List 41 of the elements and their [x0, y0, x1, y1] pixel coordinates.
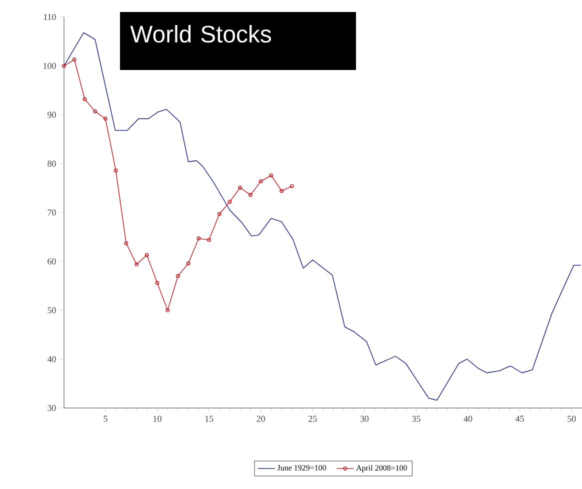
x-tick-label: 5: [104, 416, 108, 422]
y-tick-label: 40: [47, 356, 56, 362]
y-tick-label: 80: [48, 160, 56, 167]
point: [82, 97, 87, 102]
y-tick-label: 60: [48, 258, 56, 264]
point: [258, 179, 263, 184]
x-tick-label: 25: [308, 416, 317, 422]
point: [114, 168, 118, 172]
point: [93, 109, 98, 114]
point: [196, 236, 201, 240]
point: [207, 238, 212, 242]
chart-title: World Stocks: [130, 25, 271, 43]
x-tick-label: 30: [360, 416, 369, 422]
point: [238, 186, 242, 190]
point: [280, 189, 284, 193]
y-tick-label: 90: [48, 112, 56, 118]
point: [176, 274, 180, 278]
x-tick-label: 15: [205, 416, 214, 422]
point: [248, 192, 252, 197]
x-tick-label: 45: [516, 416, 524, 422]
point: [134, 262, 139, 266]
x-tick-label: 10: [154, 416, 162, 422]
y-tick-label: 50: [48, 307, 56, 314]
point: [217, 212, 222, 216]
point: [124, 241, 128, 246]
point: [144, 253, 149, 258]
x-tick-label: 35: [412, 416, 420, 422]
x-tick-label: 50: [568, 416, 576, 422]
x-tick-label: 20: [256, 416, 265, 422]
y-tick-label: 70: [48, 209, 56, 216]
point: [155, 280, 160, 285]
y-tick-label: 110: [44, 14, 56, 20]
y-tick-label: 30: [48, 404, 56, 412]
point: [103, 116, 108, 121]
point: [186, 261, 190, 266]
y-tick-label: 100: [44, 62, 56, 69]
point: [72, 58, 76, 62]
point: [269, 173, 274, 178]
point: [166, 308, 170, 312]
point: [228, 200, 232, 204]
x-tick-label: 40: [464, 416, 472, 422]
